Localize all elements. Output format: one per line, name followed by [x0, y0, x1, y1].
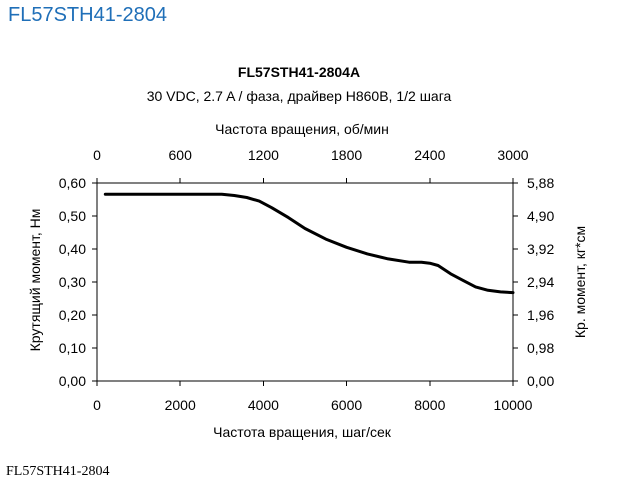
y-tick-label: 0,60 [59, 175, 86, 191]
x-tick-label: 4000 [248, 397, 279, 413]
y-tick-label: 0,30 [59, 274, 86, 290]
x-tick-label: 2000 [165, 397, 196, 413]
bottom-axis-label: Частота вращения, шаг/сек [213, 424, 392, 440]
x-tick-label: 6000 [331, 397, 362, 413]
plot-group [103, 192, 515, 295]
x2-tick-label: 3000 [497, 147, 528, 163]
y2-tick-label: 0,00 [527, 373, 554, 389]
y2-tick-label: 0,98 [527, 340, 554, 356]
chart-subtitle: 30 VDC, 2.7 A / фаза, драйвер H860B, 1/2… [147, 88, 452, 104]
chart-title: FL57STH41-2804A [238, 64, 360, 80]
y2-tick-label: 3,92 [527, 241, 554, 257]
x2-tick-label: 0 [93, 147, 101, 163]
x-tick-label: 10000 [494, 397, 533, 413]
x2-tick-label: 1800 [331, 147, 362, 163]
top-axis-label: Частота вращения, об/мин [215, 121, 389, 137]
right-axis-label: Кр. момент, кг*см [572, 226, 588, 338]
ticks-group: 0 2000 4000 6000 8000 10000 0 600 1200 1800 2400 30… [59, 147, 555, 413]
y-tick-label: 0,20 [59, 307, 86, 323]
y2-tick-label: 5,88 [527, 175, 554, 191]
caption: FL57STH41-2804 [6, 464, 110, 479]
axes-group [96, 182, 514, 382]
y2-tick-label: 4,90 [527, 208, 554, 224]
y-tick-label: 0,00 [59, 373, 86, 389]
y2-tick-label: 2,94 [527, 274, 554, 290]
x2-tick-label: 600 [169, 147, 193, 163]
y-tick-label: 0,40 [59, 241, 86, 257]
torque-curve-line [103, 192, 515, 295]
left-axis-label: Крутящий момент, Нм [27, 209, 43, 352]
y2-tick-label: 1,96 [527, 307, 554, 323]
x2-tick-label: 2400 [414, 147, 445, 163]
x-tick-label: 0 [93, 397, 101, 413]
x2-tick-label: 1200 [248, 147, 279, 163]
y-tick-label: 0,10 [59, 340, 86, 356]
y-tick-label: 0,50 [59, 208, 86, 224]
x-tick-label: 8000 [414, 397, 445, 413]
page-title: FL57STH41-2804 [8, 4, 167, 26]
